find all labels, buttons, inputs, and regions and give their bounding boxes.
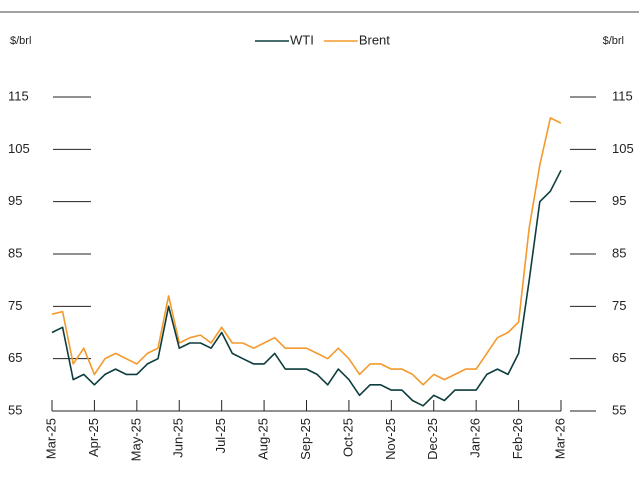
y-tick-label: 75	[8, 298, 22, 313]
x-tick-label: Apr-25	[86, 418, 101, 457]
y2-tick-label: 115	[612, 88, 633, 103]
y2-tick-label: 55	[612, 402, 626, 417]
x-tick-label: Dec-25	[425, 418, 440, 460]
y-tick-label: 115	[8, 88, 29, 103]
y2-axis-label: $/brl	[603, 35, 624, 47]
y-tick-label: 105	[8, 141, 30, 156]
x-tick-label: Oct-25	[340, 418, 355, 457]
x-tick-label: Mar-26	[552, 418, 567, 459]
x-tick-label: Sep-25	[298, 418, 313, 460]
x-tick-label: Aug-25	[256, 418, 271, 460]
y2-tick-label: 95	[612, 193, 626, 208]
y2-tick-label: 65	[612, 350, 626, 365]
y-tick-label: 85	[8, 245, 22, 260]
legend-label: Brent	[359, 32, 390, 47]
y2-tick-label: 105	[612, 141, 634, 156]
x-tick-label: Jun-25	[171, 418, 186, 458]
x-tick-label: Nov-25	[383, 418, 398, 460]
y2-tick-label: 85	[612, 245, 626, 260]
y-tick-label: 95	[8, 193, 22, 208]
x-tick-label: Feb-26	[510, 418, 525, 459]
series-line	[51, 117, 562, 386]
y-tick-label: 65	[8, 350, 22, 365]
legend-label: WTI	[290, 32, 314, 47]
x-tick-label: May-25	[128, 418, 143, 461]
x-tick-label: Jan-26	[468, 418, 483, 458]
y-tick-label: 55	[8, 402, 22, 417]
series-line	[51, 169, 562, 407]
y2-tick-label: 75	[612, 298, 626, 313]
x-tick-label: Mar-25	[43, 418, 58, 459]
x-tick-label: Jul-25	[213, 418, 228, 453]
y-axis-label: $/brl	[10, 35, 31, 47]
